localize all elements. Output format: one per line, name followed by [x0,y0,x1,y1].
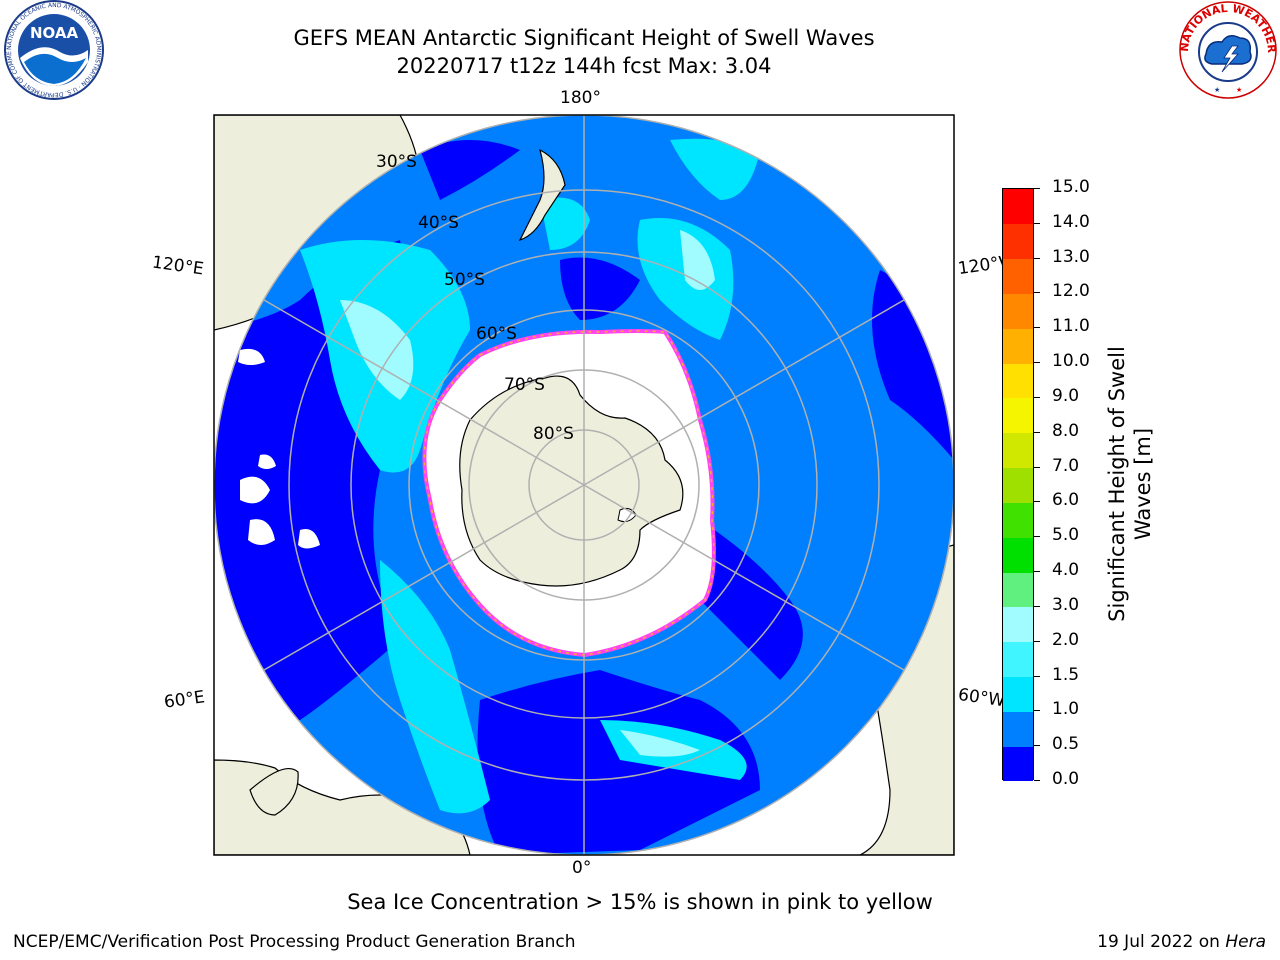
nws-logo: NATIONAL WEATHER SERVICE ★ ★ [1178,0,1278,99]
colorbar-tick [1034,327,1040,329]
colorbar-tick-label: 6.0 [1052,490,1080,511]
colorbar-tick-label: 10.0 [1052,351,1090,372]
colorbar-tick-label: 0.0 [1052,769,1080,789]
colorbar-tick-label: 7.0 [1052,455,1080,476]
new-zealand-land [518,148,566,242]
footer-date: 19 Jul 2022 on Hera [1097,932,1266,952]
colorbar-tick-label: 14.0 [1052,211,1090,232]
colorbar-segment [1003,467,1033,503]
svg-text:★: ★ [1214,86,1220,94]
colorbar-tick-label: 1.0 [1052,699,1080,720]
colorbar-segment [1003,502,1033,538]
footer-host: Hera [1225,932,1266,952]
colorbar-segment [1003,363,1033,399]
colorbar-tick-label: 4.0 [1052,560,1080,581]
colorbar-tick [1034,605,1040,607]
colorbar-tick [1034,257,1040,259]
graticule [214,115,954,855]
lat-label-70s: 70°S [504,375,545,395]
lat-label-30s: 30°S [376,152,417,172]
colorbar-tick-label: 2.0 [1052,629,1080,650]
colorbar-segment [1003,676,1033,712]
colorbar-tick [1034,710,1040,712]
noaa-logo: NATIONAL OCEANIC AND ATMOSPHERIC ADMINIS… [2,0,104,100]
footer-date-text: 19 Jul 2022 on [1097,932,1226,952]
svg-text:NOAA: NOAA [30,24,79,42]
lat-label-80s: 80°S [533,424,574,444]
colorbar-tick [1034,188,1040,189]
lon-label-bottom: 0° [572,858,592,878]
colorbar-segment [1003,641,1033,678]
colorbar-segment [1003,572,1033,608]
map-frame [213,114,955,856]
lat-label-50s: 50°S [444,270,485,290]
lat-label-40s: 40°S [418,213,459,233]
colorbar-tick-label: 3.0 [1052,594,1080,615]
colorbar-tick [1034,466,1040,468]
colorbar-title: Significant Height of Swell Waves [m] [1105,346,1155,622]
colorbar [1002,188,1034,782]
colorbar-tick-label: 13.0 [1052,246,1090,267]
colorbar-tick [1034,571,1040,573]
colorbar-tick [1034,501,1040,503]
colorbar-segment [1003,258,1033,294]
colorbar-tick-label: 5.0 [1052,525,1080,546]
lat-label-60s: 60°S [476,324,517,344]
colorbar-tick-label: 15.0 [1052,177,1090,197]
colorbar-tick [1034,362,1040,364]
colorbar-tick [1034,431,1040,433]
colorbar-tick [1034,675,1040,677]
colorbar-tick-label: 12.0 [1052,281,1090,302]
colorbar-segment [1003,746,1033,782]
colorbar-segment [1003,397,1033,434]
colorbar-tick [1034,222,1040,224]
colorbar-segment [1003,711,1033,747]
map-subtitle: 20220717 t12z 144h fcst Max: 3.04 [396,54,772,78]
colorbar-tick-label: 8.0 [1052,420,1080,441]
lon-label-top: 180° [560,88,601,108]
colorbar-segment [1003,223,1033,260]
colorbar-segment [1003,293,1033,329]
colorbar-tick-label: 0.5 [1052,734,1080,755]
colorbar-tick [1034,536,1040,538]
colorbar-segment [1003,537,1033,573]
colorbar-segment [1003,432,1033,469]
map-title: GEFS MEAN Antarctic Significant Height o… [293,26,875,50]
colorbar-tick-label: 9.0 [1052,385,1080,406]
swell-height-field [214,115,954,855]
footer-credit: NCEP/EMC/Verification Post Processing Pr… [13,932,576,952]
colorbar-tick [1034,745,1040,747]
colorbar-tick-label: 1.5 [1052,664,1080,685]
sea-ice-note: Sea Ice Concentration > 15% is shown in … [347,890,933,914]
colorbar-tick [1034,640,1040,642]
colorbar-segment [1003,189,1033,225]
colorbar-segment [1003,328,1033,364]
colorbar-tick [1034,292,1040,294]
colorbar-segment [1003,606,1033,643]
colorbar-tick [1034,780,1040,781]
colorbar-tick [1034,396,1040,398]
colorbar-tick-label: 11.0 [1052,316,1090,337]
svg-text:★: ★ [1236,86,1242,94]
